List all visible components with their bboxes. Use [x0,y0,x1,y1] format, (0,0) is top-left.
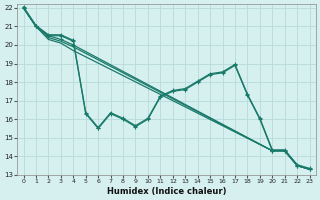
X-axis label: Humidex (Indice chaleur): Humidex (Indice chaleur) [107,187,226,196]
